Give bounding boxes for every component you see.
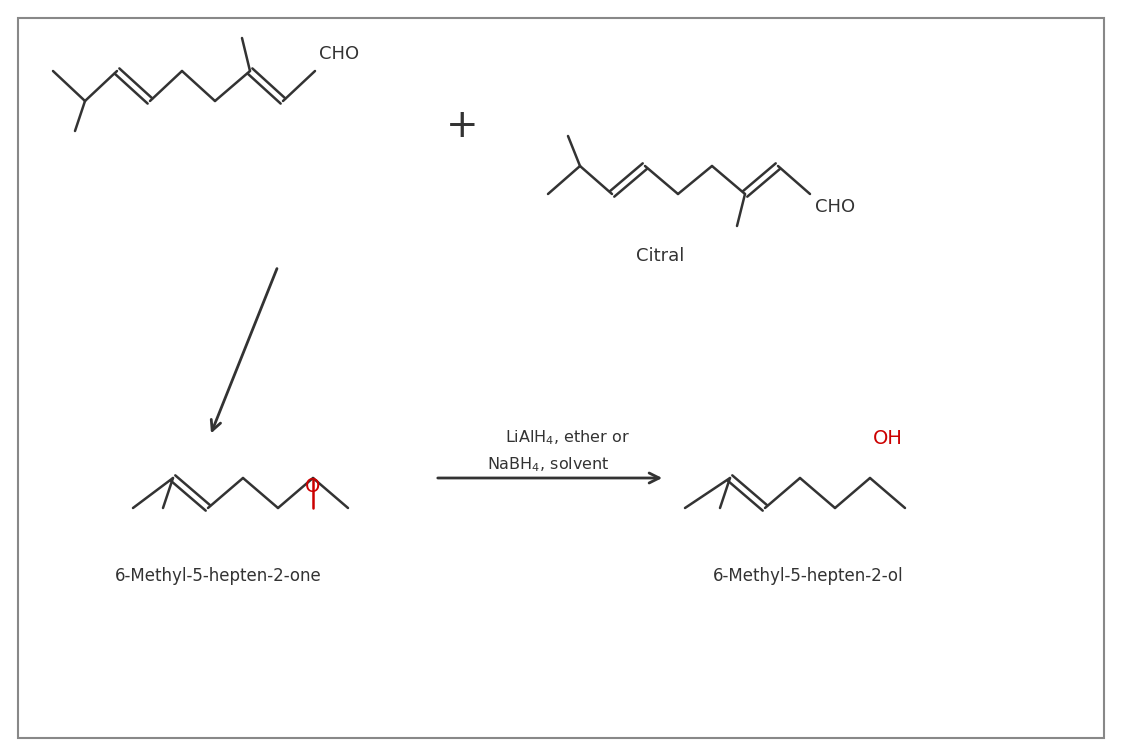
Text: OH: OH (873, 429, 903, 448)
Text: LiAlH$_4$, ether or: LiAlH$_4$, ether or (505, 429, 629, 448)
Text: CHO: CHO (319, 45, 359, 63)
Text: 6-Methyl-5-hepten-2-ol: 6-Methyl-5-hepten-2-ol (712, 567, 903, 585)
Text: CHO: CHO (815, 198, 855, 216)
Text: O: O (305, 477, 321, 496)
Text: +: + (445, 107, 478, 145)
Text: Citral: Citral (636, 247, 684, 265)
Text: 6-Methyl-5-hepten-2-one: 6-Methyl-5-hepten-2-one (114, 567, 321, 585)
Text: $\mathregular{NaBH_4}$, solvent: $\mathregular{NaBH_4}$, solvent (487, 456, 609, 474)
